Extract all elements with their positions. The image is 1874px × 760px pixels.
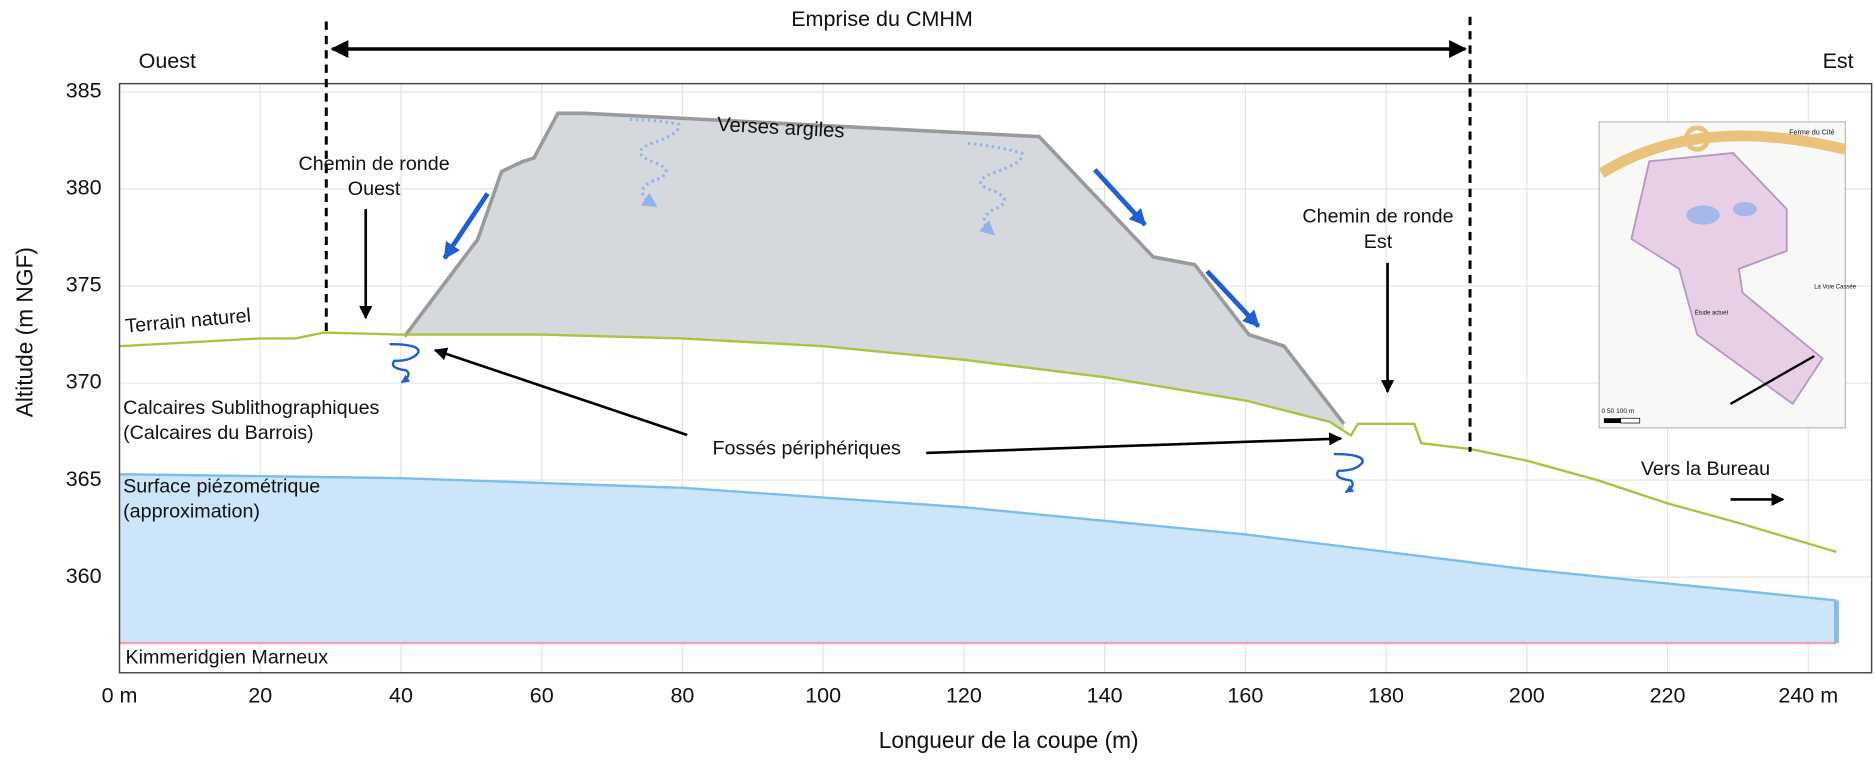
- drain: [1333, 452, 1364, 494]
- y-tick-label: 360: [66, 564, 102, 588]
- infiltration: [967, 141, 1024, 236]
- x-axis-title: Longueur de la coupe (m): [879, 727, 1139, 753]
- annotation: (Calcaires du Barrois): [123, 422, 314, 444]
- annotation: Chemin de ronde: [1302, 206, 1453, 228]
- basin: [1732, 201, 1757, 217]
- inset-label: Ferme du Cité: [1789, 129, 1834, 137]
- x-tick-label: 140: [1087, 683, 1123, 707]
- area: [119, 474, 1837, 644]
- arrow: [926, 432, 1343, 455]
- x-tick-label: 240 m: [1778, 683, 1838, 707]
- plot-frame: [118, 82, 1873, 674]
- x-tick-label: 100: [805, 683, 841, 707]
- slope-arrow: [1092, 168, 1147, 227]
- annotation: Calcaires Sublithographiques: [123, 397, 379, 419]
- x-tick-label: 60: [530, 683, 554, 707]
- annotation: Chemin de ronde: [298, 153, 449, 175]
- x-tick-label: 220: [1650, 683, 1686, 707]
- annotation: Ouest: [348, 178, 401, 200]
- y-axis-title: Altitude (m NGF): [11, 247, 37, 417]
- x-tick-label: 40: [389, 683, 413, 707]
- inset-label: 0 50 100 m: [1602, 408, 1635, 415]
- series-line: [119, 473, 1837, 602]
- annotation: Fossés périphériques: [713, 438, 902, 460]
- y-tick-label: 385: [66, 79, 102, 103]
- inset-label: La Voie Cassée: [1814, 284, 1856, 290]
- y-tick-label: 370: [66, 370, 102, 394]
- annotation: Vers la Bureau: [1641, 458, 1770, 480]
- slope-arrow: [1205, 269, 1261, 328]
- x-tick-label: 120: [946, 683, 982, 707]
- scale-bar: [1603, 418, 1621, 424]
- decorations: [324, 16, 1785, 507]
- annotation: Est: [1823, 49, 1854, 73]
- site: [1630, 152, 1824, 406]
- series-line: [119, 331, 1837, 554]
- scale-bar: [1620, 417, 1641, 424]
- annotation: Ouest: [139, 49, 196, 73]
- series-label: Kimmeridgien Marneux: [125, 647, 328, 669]
- annotation: Emprise du CMHM: [791, 7, 973, 31]
- basin: [1686, 205, 1720, 225]
- arrow: [433, 347, 688, 437]
- x-tick-label: 20: [248, 683, 272, 707]
- area: [404, 113, 1344, 431]
- series-line: [403, 111, 1346, 425]
- plot-area: [119, 111, 1839, 645]
- x-tick-label: 200: [1509, 683, 1545, 707]
- drain: [389, 342, 420, 384]
- y-tick-label: 365: [66, 467, 102, 491]
- slope-arrow: [442, 192, 490, 260]
- section-line: [1729, 355, 1815, 405]
- series-label: Terrain naturel: [124, 305, 251, 338]
- inset-map: [1598, 121, 1847, 429]
- y-tick-label: 375: [66, 273, 102, 297]
- labels: 0 m 20 40 60 80 100 120 140 160 180 200 220 240 m 360…: [11, 7, 1856, 753]
- roundabout: [1683, 125, 1711, 152]
- x-tick-label: 180: [1368, 683, 1404, 707]
- x-tick-label: 80: [670, 683, 694, 707]
- y-tick-label: 380: [66, 176, 102, 200]
- annotation: Est: [1364, 231, 1393, 253]
- x-tick-label: 160: [1227, 683, 1263, 707]
- x-tick-label: 0 m: [102, 683, 138, 707]
- road: [1598, 130, 1847, 178]
- inset-label: Étude actuel: [1695, 310, 1728, 317]
- series-label: Surface piézométrique (approximation): [123, 476, 320, 523]
